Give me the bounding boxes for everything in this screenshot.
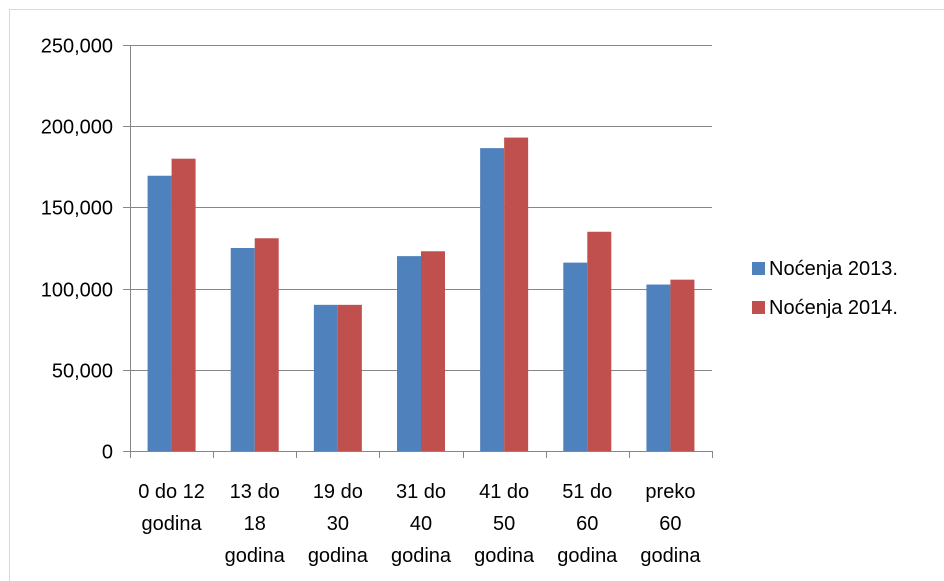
bar-nocenja-2013 — [646, 284, 671, 451]
x-category-label: 41 do — [479, 481, 529, 503]
chart-frame — [9, 9, 944, 581]
x-category-label: godina — [391, 545, 452, 567]
legend-swatch — [752, 262, 765, 275]
bar-nocenja-2014 — [587, 231, 612, 451]
bar-nocenja-2014 — [504, 137, 529, 451]
x-category-label: 51 do — [562, 481, 612, 503]
x-category-label: 13 do — [230, 481, 280, 503]
x-category-label: godina — [308, 545, 369, 567]
x-category-label: 0 do 12 — [138, 481, 205, 503]
x-category-label: 50 — [493, 513, 515, 535]
bar-nocenja-2013 — [480, 148, 505, 451]
x-category-label: 19 do — [313, 481, 363, 503]
bar-nocenja-2014 — [421, 251, 445, 451]
x-category-label: godina — [225, 545, 286, 567]
x-category-label: preko — [645, 481, 695, 503]
x-category-label: godina — [474, 545, 535, 567]
y-tick-label: 0 — [102, 442, 113, 464]
bar-nocenja-2014 — [337, 304, 362, 451]
x-category-label: godina — [640, 545, 701, 567]
bar-nocenja-2014 — [254, 238, 279, 451]
legend-label: Noćenja 2013. — [769, 258, 898, 280]
y-tick-label: 150,000 — [41, 198, 113, 220]
bar-nocenja-2014 — [171, 158, 196, 451]
x-category-label: 60 — [659, 513, 681, 535]
bar-nocenja-2013 — [230, 248, 255, 451]
bar-nocenja-2013 — [313, 304, 338, 451]
x-category-label: 18 — [244, 513, 266, 535]
bar-nocenja-2013 — [563, 262, 588, 451]
y-tick-label: 50,000 — [52, 361, 113, 383]
legend-label: Noćenja 2014. — [769, 297, 898, 319]
bar-nocenja-2013 — [397, 256, 421, 451]
x-category-label: 31 do — [396, 481, 446, 503]
bar-nocenja-2013 — [147, 175, 172, 451]
x-category-label: godina — [142, 513, 203, 535]
y-tick-label: 250,000 — [41, 36, 113, 58]
x-category-label: 30 — [327, 513, 349, 535]
y-tick-label: 200,000 — [41, 117, 113, 139]
legend-swatch — [752, 301, 765, 314]
x-category-label: 40 — [410, 513, 432, 535]
bar-nocenja-2014 — [670, 279, 695, 451]
x-category-label: godina — [557, 545, 618, 567]
y-tick-label: 100,000 — [41, 280, 113, 302]
x-category-label: 60 — [576, 513, 598, 535]
